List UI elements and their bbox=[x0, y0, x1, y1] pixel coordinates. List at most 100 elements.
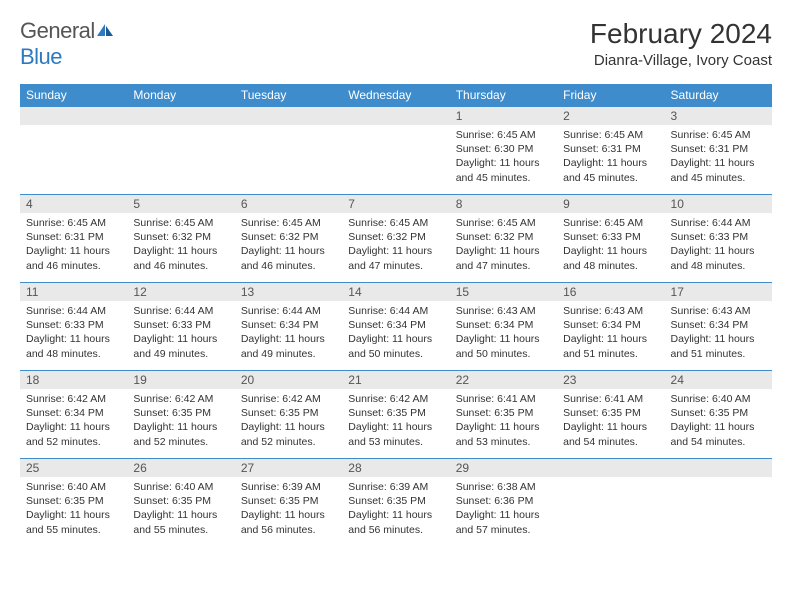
daylight-text: Daylight: 11 hours and 52 minutes. bbox=[133, 420, 228, 448]
day-data: Sunrise: 6:42 AMSunset: 6:35 PMDaylight:… bbox=[342, 389, 449, 453]
calendar-cell: 28Sunrise: 6:39 AMSunset: 6:35 PMDayligh… bbox=[342, 459, 449, 547]
sunrise-text: Sunrise: 6:42 AM bbox=[241, 392, 336, 406]
sunrise-text: Sunrise: 6:44 AM bbox=[671, 216, 766, 230]
sunrise-text: Sunrise: 6:44 AM bbox=[26, 304, 121, 318]
sunset-text: Sunset: 6:33 PM bbox=[26, 318, 121, 332]
day-data: Sunrise: 6:45 AMSunset: 6:31 PMDaylight:… bbox=[557, 125, 664, 189]
calendar-cell: 23Sunrise: 6:41 AMSunset: 6:35 PMDayligh… bbox=[557, 371, 664, 459]
day-data: Sunrise: 6:45 AMSunset: 6:31 PMDaylight:… bbox=[665, 125, 772, 189]
day-data: Sunrise: 6:44 AMSunset: 6:34 PMDaylight:… bbox=[235, 301, 342, 365]
daylight-text: Daylight: 11 hours and 49 minutes. bbox=[133, 332, 228, 360]
day-data: Sunrise: 6:42 AMSunset: 6:34 PMDaylight:… bbox=[20, 389, 127, 453]
calendar-row: 4Sunrise: 6:45 AMSunset: 6:31 PMDaylight… bbox=[20, 195, 772, 283]
brand-name: GeneralBlue bbox=[20, 18, 115, 70]
sunset-text: Sunset: 6:33 PM bbox=[563, 230, 658, 244]
brand-logo: GeneralBlue bbox=[20, 18, 115, 70]
day-number: 7 bbox=[342, 195, 449, 213]
day-data bbox=[127, 125, 234, 185]
calendar-cell: 6Sunrise: 6:45 AMSunset: 6:32 PMDaylight… bbox=[235, 195, 342, 283]
daylight-text: Daylight: 11 hours and 54 minutes. bbox=[671, 420, 766, 448]
day-data: Sunrise: 6:43 AMSunset: 6:34 PMDaylight:… bbox=[450, 301, 557, 365]
day-number: 22 bbox=[450, 371, 557, 389]
sunset-text: Sunset: 6:35 PM bbox=[26, 494, 121, 508]
sunset-text: Sunset: 6:35 PM bbox=[671, 406, 766, 420]
sunrise-text: Sunrise: 6:45 AM bbox=[241, 216, 336, 230]
daylight-text: Daylight: 11 hours and 56 minutes. bbox=[348, 508, 443, 536]
dayheader-fri: Friday bbox=[557, 84, 664, 107]
day-number: 5 bbox=[127, 195, 234, 213]
sunset-text: Sunset: 6:33 PM bbox=[133, 318, 228, 332]
sunrise-text: Sunrise: 6:45 AM bbox=[563, 216, 658, 230]
calendar-cell: 20Sunrise: 6:42 AMSunset: 6:35 PMDayligh… bbox=[235, 371, 342, 459]
calendar-cell: 15Sunrise: 6:43 AMSunset: 6:34 PMDayligh… bbox=[450, 283, 557, 371]
calendar-cell: 18Sunrise: 6:42 AMSunset: 6:34 PMDayligh… bbox=[20, 371, 127, 459]
calendar-cell: 2Sunrise: 6:45 AMSunset: 6:31 PMDaylight… bbox=[557, 107, 664, 195]
day-data: Sunrise: 6:43 AMSunset: 6:34 PMDaylight:… bbox=[557, 301, 664, 365]
daylight-text: Daylight: 11 hours and 45 minutes. bbox=[563, 156, 658, 184]
day-number: 25 bbox=[20, 459, 127, 477]
day-number: 12 bbox=[127, 283, 234, 301]
sunrise-text: Sunrise: 6:41 AM bbox=[563, 392, 658, 406]
calendar-table: Sunday Monday Tuesday Wednesday Thursday… bbox=[20, 84, 772, 547]
day-number: 15 bbox=[450, 283, 557, 301]
month-title: February 2024 bbox=[590, 18, 772, 50]
calendar-row: 1Sunrise: 6:45 AMSunset: 6:30 PMDaylight… bbox=[20, 107, 772, 195]
calendar-cell: 13Sunrise: 6:44 AMSunset: 6:34 PMDayligh… bbox=[235, 283, 342, 371]
calendar-cell: 19Sunrise: 6:42 AMSunset: 6:35 PMDayligh… bbox=[127, 371, 234, 459]
brand-part2: Blue bbox=[20, 44, 62, 69]
calendar-cell: 11Sunrise: 6:44 AMSunset: 6:33 PMDayligh… bbox=[20, 283, 127, 371]
sunrise-text: Sunrise: 6:45 AM bbox=[456, 216, 551, 230]
sunrise-text: Sunrise: 6:44 AM bbox=[348, 304, 443, 318]
day-data: Sunrise: 6:45 AMSunset: 6:32 PMDaylight:… bbox=[127, 213, 234, 277]
dayheader-sat: Saturday bbox=[665, 84, 772, 107]
day-data: Sunrise: 6:45 AMSunset: 6:32 PMDaylight:… bbox=[342, 213, 449, 277]
day-data bbox=[235, 125, 342, 185]
day-data: Sunrise: 6:45 AMSunset: 6:31 PMDaylight:… bbox=[20, 213, 127, 277]
calendar-body: 1Sunrise: 6:45 AMSunset: 6:30 PMDaylight… bbox=[20, 107, 772, 547]
day-number: 17 bbox=[665, 283, 772, 301]
daylight-text: Daylight: 11 hours and 48 minutes. bbox=[671, 244, 766, 272]
brand-part1: General bbox=[20, 18, 95, 43]
day-data: Sunrise: 6:44 AMSunset: 6:33 PMDaylight:… bbox=[20, 301, 127, 365]
daylight-text: Daylight: 11 hours and 55 minutes. bbox=[26, 508, 121, 536]
sunset-text: Sunset: 6:34 PM bbox=[26, 406, 121, 420]
daylight-text: Daylight: 11 hours and 45 minutes. bbox=[456, 156, 551, 184]
day-number: 8 bbox=[450, 195, 557, 213]
calendar-head: Sunday Monday Tuesday Wednesday Thursday… bbox=[20, 84, 772, 107]
daylight-text: Daylight: 11 hours and 55 minutes. bbox=[133, 508, 228, 536]
day-data: Sunrise: 6:42 AMSunset: 6:35 PMDaylight:… bbox=[127, 389, 234, 453]
calendar-cell: 5Sunrise: 6:45 AMSunset: 6:32 PMDaylight… bbox=[127, 195, 234, 283]
day-data: Sunrise: 6:44 AMSunset: 6:34 PMDaylight:… bbox=[342, 301, 449, 365]
daylight-text: Daylight: 11 hours and 46 minutes. bbox=[26, 244, 121, 272]
day-data: Sunrise: 6:45 AMSunset: 6:33 PMDaylight:… bbox=[557, 213, 664, 277]
daylight-text: Daylight: 11 hours and 51 minutes. bbox=[671, 332, 766, 360]
daylight-text: Daylight: 11 hours and 56 minutes. bbox=[241, 508, 336, 536]
day-number bbox=[235, 107, 342, 125]
day-number: 10 bbox=[665, 195, 772, 213]
day-number: 26 bbox=[127, 459, 234, 477]
calendar-cell: 7Sunrise: 6:45 AMSunset: 6:32 PMDaylight… bbox=[342, 195, 449, 283]
day-data bbox=[665, 477, 772, 537]
calendar-cell: 1Sunrise: 6:45 AMSunset: 6:30 PMDaylight… bbox=[450, 107, 557, 195]
day-number: 21 bbox=[342, 371, 449, 389]
day-number: 9 bbox=[557, 195, 664, 213]
day-number: 28 bbox=[342, 459, 449, 477]
day-data bbox=[20, 125, 127, 185]
calendar-row: 25Sunrise: 6:40 AMSunset: 6:35 PMDayligh… bbox=[20, 459, 772, 547]
calendar-cell bbox=[127, 107, 234, 195]
day-number: 18 bbox=[20, 371, 127, 389]
calendar-cell: 27Sunrise: 6:39 AMSunset: 6:35 PMDayligh… bbox=[235, 459, 342, 547]
day-number: 29 bbox=[450, 459, 557, 477]
calendar-cell: 4Sunrise: 6:45 AMSunset: 6:31 PMDaylight… bbox=[20, 195, 127, 283]
sunset-text: Sunset: 6:32 PM bbox=[133, 230, 228, 244]
daylight-text: Daylight: 11 hours and 54 minutes. bbox=[563, 420, 658, 448]
day-data: Sunrise: 6:44 AMSunset: 6:33 PMDaylight:… bbox=[127, 301, 234, 365]
day-data bbox=[557, 477, 664, 537]
day-number bbox=[127, 107, 234, 125]
day-data: Sunrise: 6:41 AMSunset: 6:35 PMDaylight:… bbox=[557, 389, 664, 453]
sunset-text: Sunset: 6:35 PM bbox=[563, 406, 658, 420]
day-data: Sunrise: 6:38 AMSunset: 6:36 PMDaylight:… bbox=[450, 477, 557, 541]
day-number: 24 bbox=[665, 371, 772, 389]
sunset-text: Sunset: 6:35 PM bbox=[348, 406, 443, 420]
sunset-text: Sunset: 6:32 PM bbox=[456, 230, 551, 244]
